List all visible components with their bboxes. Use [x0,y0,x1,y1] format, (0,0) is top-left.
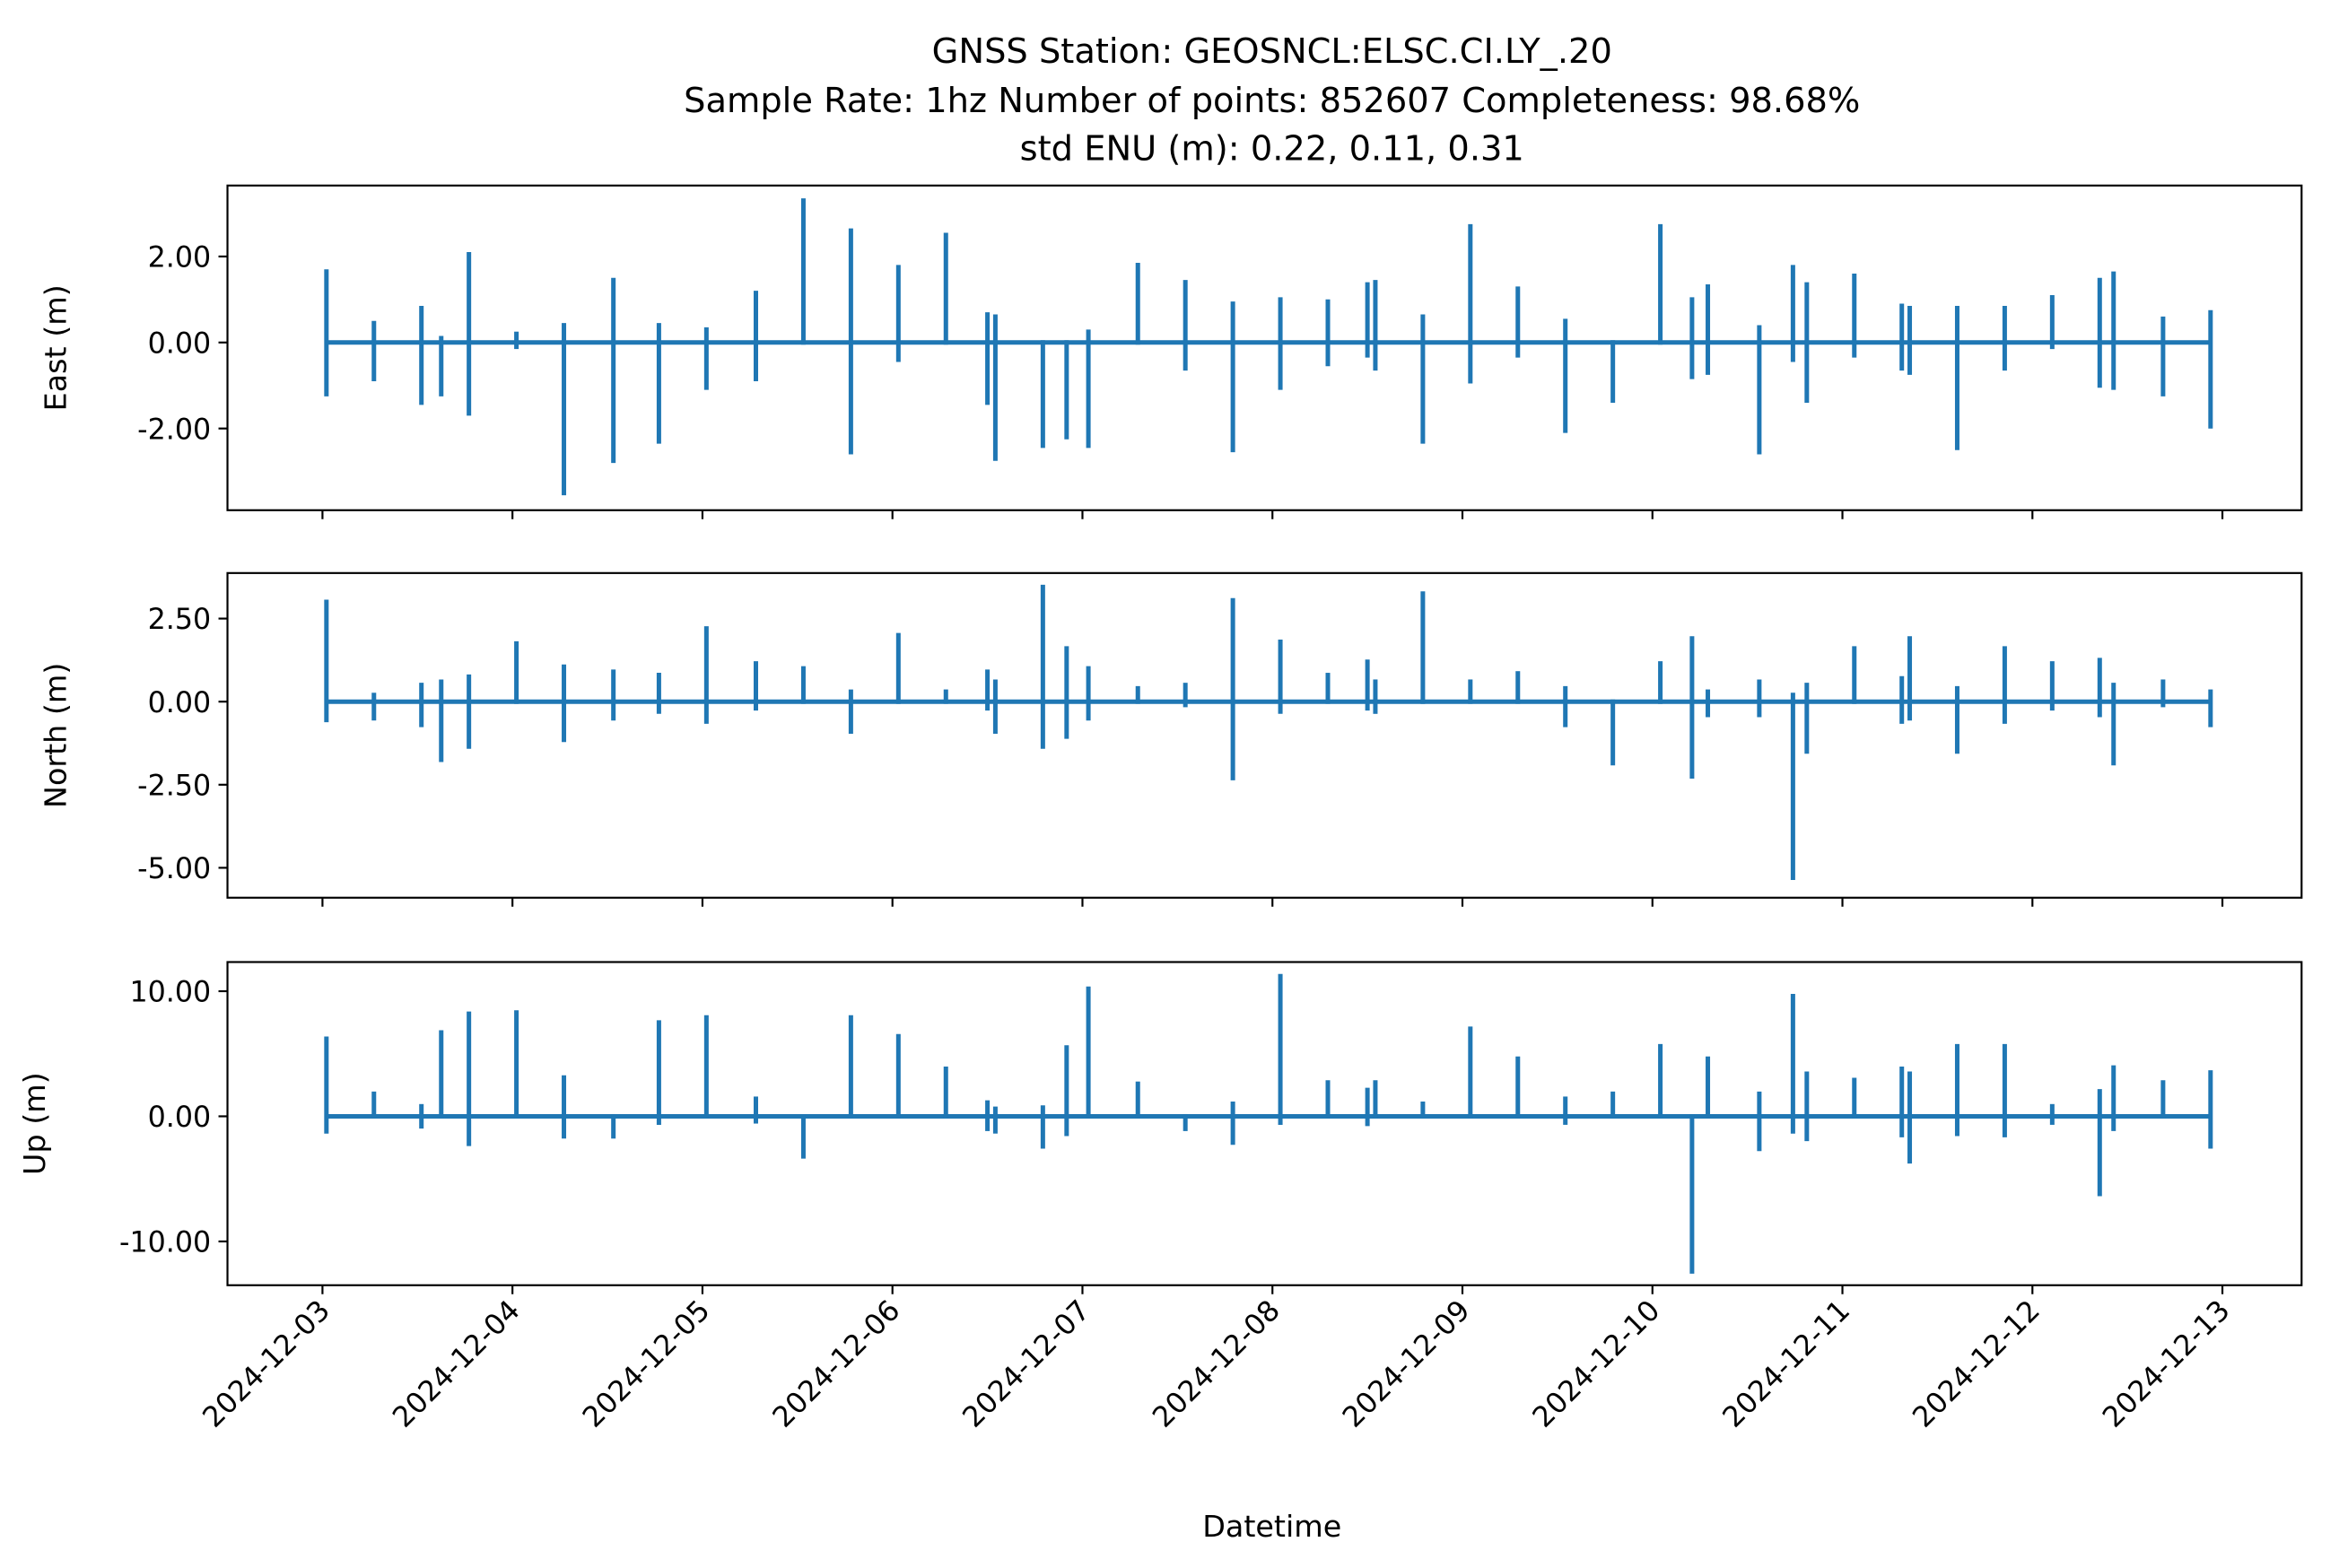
axes-frame [226,184,2303,511]
y-tick-label: -5.00 [137,853,211,885]
x-tick-label: 2024-12-06 [767,1294,907,1434]
x-tick-label: 2024-12-07 [956,1294,1096,1434]
x-tick-label: 2024-12-04 [387,1294,527,1434]
x-tick-label: 2024-12-11 [1717,1294,1857,1434]
chart-subtitle: Sample Rate: 1hz Number of points: 85260… [684,81,1860,121]
x-tick-label: 2024-12-12 [1907,1294,2047,1434]
x-tick-label: 2024-12-09 [1337,1294,1477,1434]
x-tick-label: 2024-12-08 [1147,1294,1287,1434]
y-tick-label: 2.50 [148,604,212,636]
y-tick-label: 0.00 [148,687,212,719]
chart-title: GNSS Station: GEOSNCL:ELSC.CI.LY_.20 [932,31,1612,72]
x-tick-label: 2024-12-05 [577,1294,717,1434]
y-tick-label: 0.00 [148,327,212,360]
y-axis-label: Up (m) [17,1072,52,1175]
y-tick-label: 2.00 [148,242,212,274]
x-tick-label: 2024-12-10 [1527,1294,1667,1434]
y-tick-label: 10.00 [129,977,211,1009]
x-tick-label: 2024-12-13 [2097,1294,2237,1434]
y-tick-label: 0.00 [148,1102,212,1134]
chart-subtitle: std ENU (m): 0.22, 0.11, 0.31 [1020,128,1524,169]
axes-frame [226,961,2303,1286]
y-axis-label: East (m) [38,284,73,411]
y-tick-label: -10.00 [119,1227,211,1259]
y-tick-label: -2.00 [137,414,211,446]
x-axis-label: Datetime [1202,1509,1341,1544]
axes-frame [226,571,2303,899]
y-tick-label: -2.50 [137,770,211,802]
x-tick-label: 2024-12-03 [196,1294,336,1434]
y-axis-label: North (m) [38,663,73,808]
